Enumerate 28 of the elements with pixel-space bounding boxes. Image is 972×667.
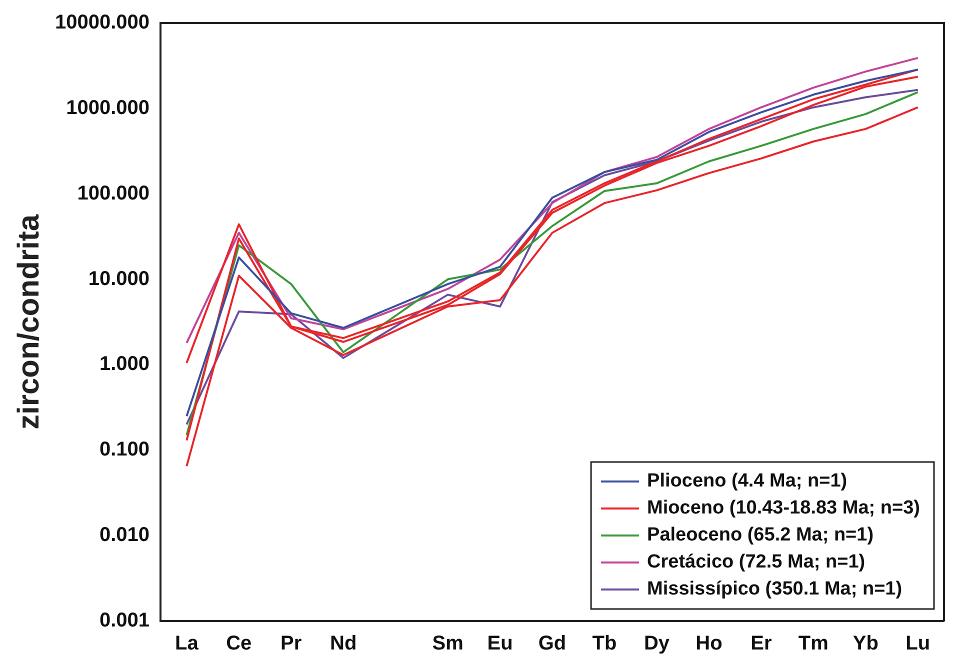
legend-label: Mississípico (350.1 Ma; n=1) — [647, 578, 902, 600]
x-tick-label: Tb — [592, 632, 617, 655]
x-tick-label: Ho — [696, 632, 722, 655]
x-tick-label: Lu — [906, 632, 930, 655]
legend-label: Paleoceno (65.2 Ma; n=1) — [647, 524, 874, 546]
x-tick-label: La — [174, 632, 200, 655]
y-axis-title: zircon/condrita — [12, 214, 46, 430]
y-tick-label: 1.000 — [99, 353, 150, 376]
y-tick-label: 0.010 — [99, 524, 150, 546]
x-tick-label: Dy — [644, 632, 670, 655]
x-tick-label: Ce — [226, 632, 252, 655]
legend-label: Mioceno (10.43-18.83 Ma; n=3) — [647, 498, 920, 519]
x-tick-label: Gd — [538, 632, 566, 655]
x-tick-label: Pr — [280, 632, 302, 655]
x-tick-label: Sm — [432, 632, 464, 655]
x-tick-label: Eu — [487, 632, 513, 655]
x-tick-label: Tm — [798, 632, 828, 655]
legend-label: Cretácico (72.5 Ma; n=1) — [647, 552, 866, 573]
x-tick-label: Er — [750, 632, 772, 655]
x-tick-label: Nd — [330, 632, 357, 655]
y-tick-label: 0.100 — [99, 438, 150, 461]
y-tick-label: 1000.000 — [66, 96, 150, 119]
legend-label: Plioceno (4.4 Ma; n=1) — [647, 470, 848, 492]
y-tick-label: 10.000 — [88, 268, 150, 290]
y-tick-label: 0.001 — [99, 610, 150, 632]
y-tick-label: 10000.000 — [54, 12, 150, 34]
x-tick-label: Yb — [852, 632, 878, 655]
y-tick-label: 100.000 — [77, 182, 150, 204]
